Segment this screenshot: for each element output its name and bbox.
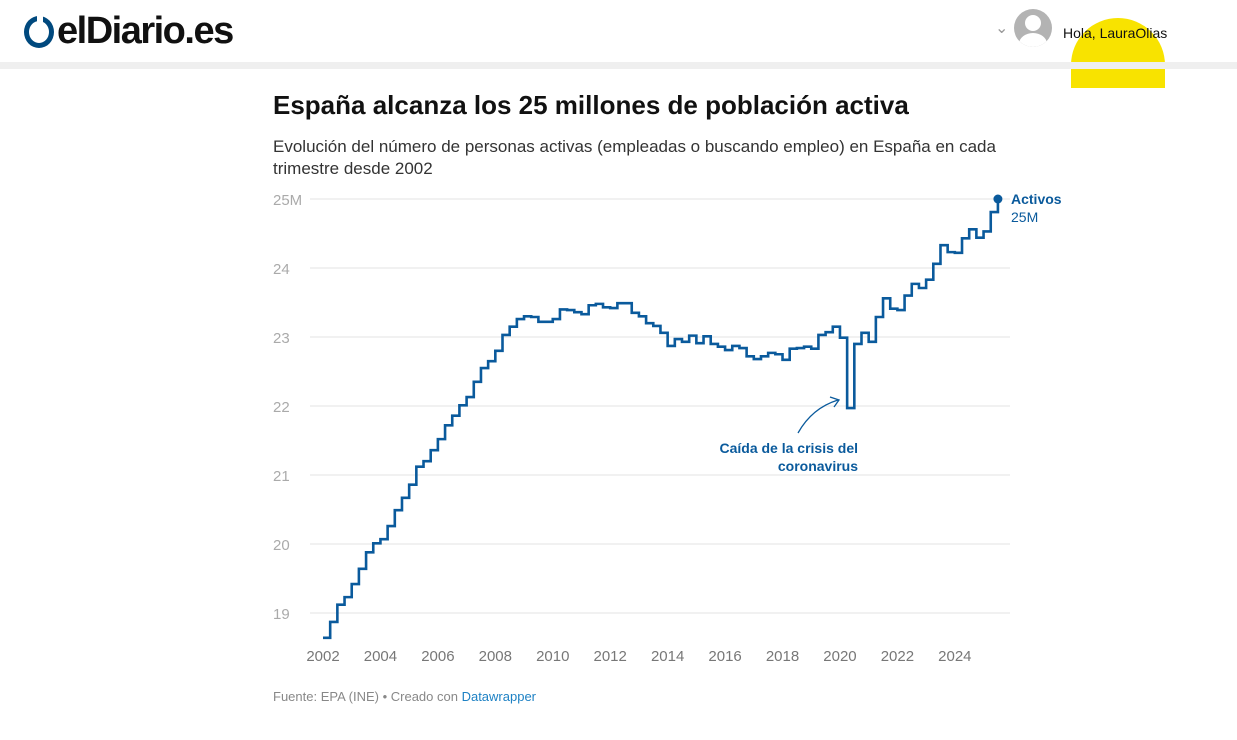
x-tick-label: 2008 [479, 648, 512, 665]
end-point [993, 194, 1003, 204]
annotation-text: Caída de la crisis del [719, 440, 858, 456]
user-menu[interactable]: ⌄ [995, 8, 1053, 48]
logo-mark-icon [24, 13, 54, 48]
chart-subtitle: Evolución del número de personas activas… [273, 137, 996, 178]
y-tick-label: 21 [273, 468, 290, 485]
y-tick-label: 24 [273, 261, 290, 278]
user-greeting[interactable]: Hola, LauraOlias [1063, 25, 1168, 41]
x-tick-label: 2002 [306, 648, 339, 665]
end-label-name: Activos [1011, 191, 1062, 207]
source-text: Fuente: EPA (INE) • Creado con [273, 689, 462, 704]
x-tick-label: 2018 [766, 648, 799, 665]
x-tick-label: 2024 [938, 648, 971, 665]
annotation-text: coronavirus [778, 458, 858, 474]
y-tick-label: 19 [273, 606, 290, 623]
avatar[interactable] [1014, 9, 1053, 47]
arrowhead-icon [829, 396, 841, 408]
site-logo[interactable]: elDiario.es [24, 10, 234, 53]
x-tick-label: 2022 [881, 648, 914, 665]
chart-footer: Fuente: EPA (INE) • Creado con Datawrapp… [273, 689, 536, 704]
y-tick-label: 22 [273, 399, 290, 416]
datawrapper-link[interactable]: Datawrapper [461, 689, 537, 704]
annotation-arrow [797, 399, 839, 434]
y-tick-label: 25M [273, 192, 302, 209]
y-tick-label: 23 [273, 330, 290, 347]
x-tick-label: 2006 [421, 648, 454, 665]
end-label-value: 25M [1011, 209, 1038, 225]
x-tick-label: 2014 [651, 648, 684, 665]
x-tick-label: 2016 [708, 648, 741, 665]
logo-text: elDiario.es [57, 10, 234, 52]
x-tick-label: 2010 [536, 648, 569, 665]
header-divider [0, 62, 1237, 69]
x-tick-label: 2004 [364, 648, 397, 665]
chevron-down-icon[interactable]: ⌄ [995, 20, 1009, 37]
site-header: elDiario.es ⌄ Hola, LauraOlias [0, 0, 1237, 88]
y-tick-label: 20 [273, 537, 290, 554]
x-tick-label: 2020 [823, 648, 856, 665]
highlight-shape [1071, 18, 1165, 88]
x-tick-label: 2012 [594, 648, 627, 665]
chart-title: España alcanza los 25 millones de poblac… [273, 90, 909, 120]
series-line-activos [323, 199, 1000, 640]
